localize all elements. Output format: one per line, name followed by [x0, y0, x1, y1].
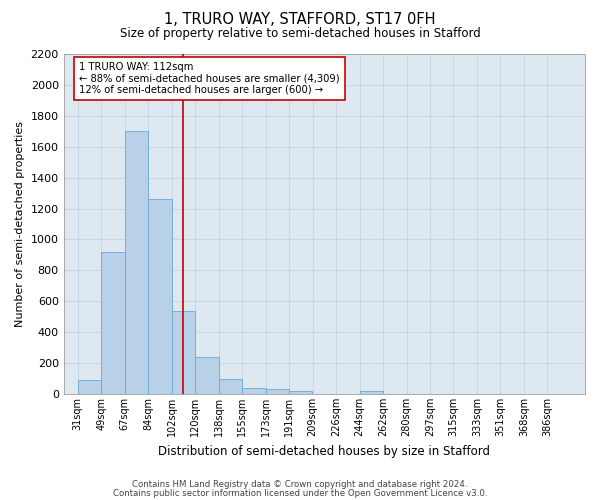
Bar — [172, 310, 195, 394]
Text: 1, TRURO WAY, STAFFORD, ST17 0FH: 1, TRURO WAY, STAFFORD, ST17 0FH — [164, 12, 436, 28]
Bar — [125, 132, 148, 394]
Bar — [266, 390, 289, 394]
Text: 1 TRURO WAY: 112sqm
← 88% of semi-detached houses are smaller (4,309)
12% of sem: 1 TRURO WAY: 112sqm ← 88% of semi-detach… — [79, 62, 340, 95]
Text: Contains HM Land Registry data © Crown copyright and database right 2024.: Contains HM Land Registry data © Crown c… — [132, 480, 468, 489]
X-axis label: Distribution of semi-detached houses by size in Stafford: Distribution of semi-detached houses by … — [158, 444, 490, 458]
Bar — [78, 380, 101, 394]
Text: Size of property relative to semi-detached houses in Stafford: Size of property relative to semi-detach… — [119, 28, 481, 40]
Text: Contains public sector information licensed under the Open Government Licence v3: Contains public sector information licen… — [113, 488, 487, 498]
Bar — [101, 252, 125, 394]
Y-axis label: Number of semi-detached properties: Number of semi-detached properties — [15, 121, 25, 327]
Bar — [195, 357, 218, 394]
Bar — [242, 388, 266, 394]
Bar — [289, 391, 313, 394]
Bar — [148, 200, 172, 394]
Bar — [219, 378, 242, 394]
Bar — [359, 391, 383, 394]
